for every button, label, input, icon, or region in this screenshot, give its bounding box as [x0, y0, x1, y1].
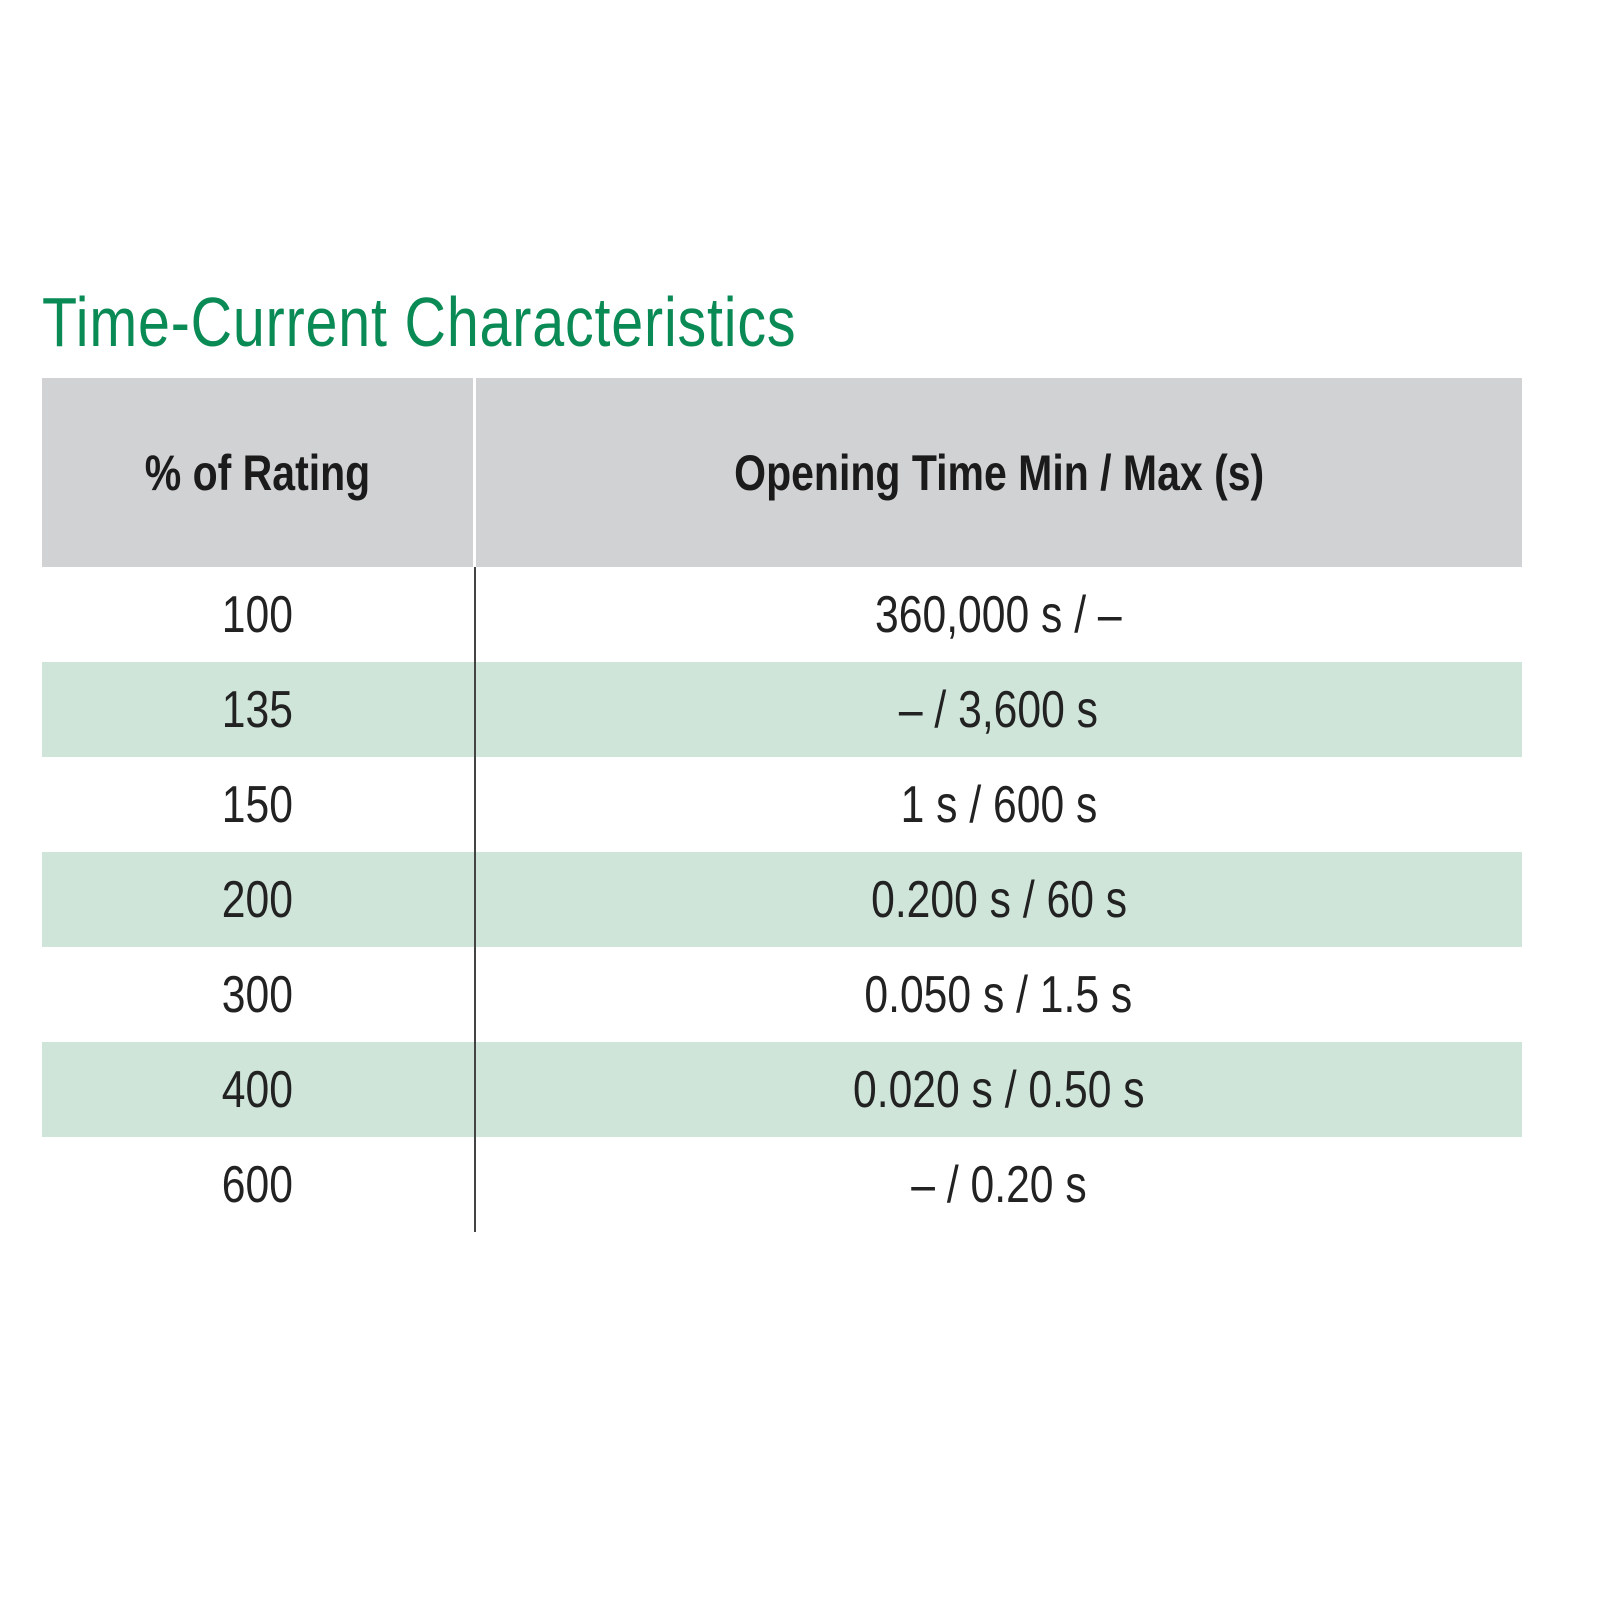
time-current-table: % of Rating Opening Time Min / Max (s) 1… — [42, 378, 1522, 1232]
cell-text: 100 — [222, 585, 294, 644]
cell-percent-of-rating: 200 — [42, 852, 476, 947]
cell-text: 300 — [222, 965, 294, 1024]
cell-percent-of-rating: 100 — [42, 567, 476, 662]
header-opening-time: Opening Time Min / Max (s) — [474, 378, 1522, 567]
cell-text: 360,000 s / – — [875, 585, 1123, 644]
cell-opening-time: 0.200 s / 60 s — [474, 852, 1522, 947]
cell-text: – / 0.20 s — [911, 1155, 1087, 1214]
cell-text: 400 — [222, 1060, 294, 1119]
cell-opening-time: – / 3,600 s — [474, 662, 1522, 757]
cell-opening-time: 1 s / 600 s — [475, 757, 1523, 852]
header-label: Opening Time Min / Max (s) — [733, 444, 1265, 501]
page-title: Time-Current Characteristics — [42, 283, 797, 361]
cell-text: 1 s / 600 s — [900, 775, 1098, 834]
cell-percent-of-rating: 150 — [42, 757, 476, 852]
cell-percent-of-rating: 300 — [42, 947, 476, 1042]
table-row: 100 360,000 s / – — [42, 567, 1522, 662]
cell-text: 0.050 s / 1.5 s — [864, 965, 1133, 1024]
cell-text: 0.200 s / 60 s — [870, 870, 1127, 929]
cell-percent-of-rating: 400 — [42, 1042, 476, 1137]
table-row: 135 – / 3,600 s — [42, 662, 1522, 757]
header-label: % of Rating — [144, 444, 371, 501]
cell-opening-time: 0.020 s / 0.50 s — [474, 1042, 1522, 1137]
cell-text: 600 — [222, 1155, 294, 1214]
cell-percent-of-rating: 135 — [42, 662, 476, 757]
table-row: 400 0.020 s / 0.50 s — [42, 1042, 1522, 1137]
table-row: 200 0.200 s / 60 s — [42, 852, 1522, 947]
cell-opening-time: 360,000 s / – — [475, 567, 1523, 662]
cell-opening-time: – / 0.20 s — [475, 1137, 1523, 1232]
cell-text: – / 3,600 s — [899, 680, 1099, 739]
table-row: 600 – / 0.20 s — [42, 1137, 1522, 1232]
table-header-row: % of Rating Opening Time Min / Max (s) — [42, 378, 1522, 567]
table-row: 150 1 s / 600 s — [42, 757, 1522, 852]
table-row: 300 0.050 s / 1.5 s — [42, 947, 1522, 1042]
cell-text: 200 — [222, 870, 294, 929]
cell-percent-of-rating: 600 — [42, 1137, 476, 1232]
cell-opening-time: 0.050 s / 1.5 s — [475, 947, 1523, 1042]
cell-text: 0.020 s / 0.50 s — [852, 1060, 1145, 1119]
cell-text: 135 — [222, 680, 294, 739]
cell-text: 150 — [222, 775, 294, 834]
header-percent-of-rating: % of Rating — [42, 378, 476, 567]
